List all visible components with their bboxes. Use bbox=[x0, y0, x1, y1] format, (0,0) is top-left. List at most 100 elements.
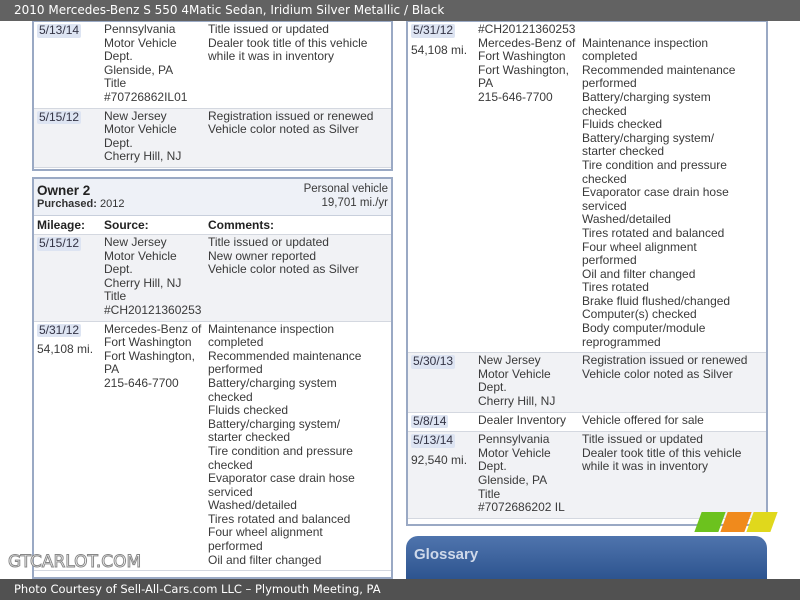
record-comments-line: Vehicle offered for sale bbox=[582, 412, 704, 427]
record-comments-line: checked bbox=[208, 389, 253, 404]
record-comments-line bbox=[582, 23, 766, 37]
header-comments: Comments: bbox=[208, 218, 275, 232]
record-date-mileage: 5/31/12 54,108 mi. bbox=[408, 23, 478, 349]
record-date-mileage: 5/15/12 bbox=[34, 236, 104, 318]
record-comments-line: performed bbox=[208, 362, 263, 377]
record-comments-line: Title issued or updated bbox=[582, 432, 703, 447]
record-date: 5/15/12 bbox=[37, 109, 82, 125]
record-source: Dealer Inventory bbox=[478, 412, 582, 429]
record-source-line: #CH20121360253 bbox=[104, 302, 202, 317]
glossary-header[interactable]: Glossary bbox=[406, 536, 767, 579]
record-comments-line: Brake fluid flushed/changed bbox=[582, 293, 731, 308]
record-comments-line: Body computer/module bbox=[582, 321, 706, 336]
record-comments-line: Vehicle color noted as Silver bbox=[582, 366, 733, 381]
record-source-line: Motor Vehicle bbox=[104, 122, 177, 137]
owner2-history-panel: Owner 2 Purchased: 2012 Personal vehicle… bbox=[32, 177, 393, 579]
record-date: 5/31/12 bbox=[37, 322, 82, 338]
record-source-line: Title bbox=[104, 289, 127, 304]
owner1-history-panel: 5/13/14 Pennsylvania Motor Vehicle Dept. Gle… bbox=[32, 21, 393, 171]
record-source-line: 215-646-7700 bbox=[104, 375, 179, 390]
record-source-line: Glenside, PA bbox=[478, 473, 548, 487]
purchased-label: Purchased: bbox=[37, 198, 97, 210]
record-comments-line: Fluids checked bbox=[208, 403, 289, 418]
column-headers: Mileage: Source: Comments: bbox=[34, 216, 391, 235]
record-source-line: Glenside, PA bbox=[104, 62, 174, 77]
record-comments-line: Fluids checked bbox=[582, 117, 663, 132]
record-comments-line: Dealer took title of this vehicle bbox=[208, 35, 368, 50]
record-source-line: New Jersey bbox=[104, 108, 167, 123]
record-comments: Title issued or updated New owner reporte… bbox=[208, 235, 391, 318]
record-comments-line: Four wheel alignment bbox=[582, 239, 697, 254]
record-comments-line: Maintenance inspection bbox=[208, 321, 335, 336]
right-records: 5/31/12 54,108 mi. #CH20121360253 Mercedes-… bbox=[408, 22, 766, 519]
record-comments: Maintenance inspection completed Recommend… bbox=[208, 321, 391, 568]
record-comments-line: Maintenance inspection bbox=[582, 35, 709, 50]
record-date-mileage: 5/13/14 92,540 mi. bbox=[408, 433, 478, 515]
history-record: 5/31/12 54,108 mi. #CH20121360253 Mercedes-… bbox=[408, 22, 766, 354]
record-source-line: New Jersey bbox=[478, 353, 541, 368]
usage-type: Personal vehicle bbox=[303, 183, 388, 195]
record-comments-line: performed bbox=[582, 253, 637, 268]
record-source-line: Dept. bbox=[104, 49, 133, 64]
history-record: 5/13/14 92,540 mi. Pennsylvania Motor Vehic… bbox=[408, 432, 766, 519]
record-comments: Vehicle offered for sale bbox=[582, 412, 766, 429]
record-date-mileage: 5/30/13 bbox=[408, 354, 478, 408]
gtcarlot-watermark: GTCARLOT.COM bbox=[7, 552, 142, 573]
record-source-line: New Jersey bbox=[104, 235, 167, 249]
purchased-year: 2012 bbox=[99, 198, 125, 210]
record-comments-line: Registration issued or renewed bbox=[582, 353, 748, 368]
record-comments-line: while it was in inventory bbox=[208, 49, 335, 64]
record-comments-line: Four wheel alignment bbox=[208, 525, 323, 540]
record-date-mileage: 5/15/12 bbox=[34, 110, 104, 164]
record-date: 5/15/12 bbox=[37, 236, 82, 251]
record-source-line: Pennsylvania bbox=[478, 432, 550, 447]
record-source-line: Dept. bbox=[104, 135, 133, 150]
record-source-line: Fort Washington, bbox=[104, 348, 195, 363]
record-date-mileage: 5/31/12 54,108 mi. bbox=[34, 323, 104, 568]
record-source-line: Mercedes-Benz of bbox=[104, 321, 202, 336]
record-comments-line: reprogrammed bbox=[582, 334, 661, 349]
record-source-line: PA bbox=[478, 76, 494, 91]
record-source-line: Cherry Hill, NJ bbox=[104, 275, 182, 290]
record-comments-line: New owner reported bbox=[208, 248, 317, 263]
record-date: 5/13/14 bbox=[411, 433, 456, 448]
record-comments: Title issued or updated Dealer took title… bbox=[582, 433, 766, 515]
record-source-line: Title bbox=[104, 76, 127, 91]
owner-usage: Personal vehicle 19,701 mi./yr bbox=[304, 182, 388, 210]
record-comments-line: Dealer took title of this vehicle bbox=[582, 445, 742, 460]
record-comments-line: Vehicle color noted as Silver bbox=[208, 262, 359, 277]
record-comments-line: Tire condition and pressure bbox=[582, 157, 727, 172]
record-source-line: Cherry Hill, NJ bbox=[478, 394, 556, 409]
record-comments-line: Computer(s) checked bbox=[582, 307, 697, 322]
record-source: New Jersey Motor Vehicle Dept. Cherry Hill,… bbox=[104, 108, 208, 164]
record-source: #CH20121360253 Mercedes-Benz of Fort Washi… bbox=[478, 22, 582, 349]
photo-credit-bar: Photo Courtesy of Sell-All-Cars.com LLC … bbox=[0, 579, 800, 600]
history-record: 5/13/14 Pennsylvania Motor Vehicle Dept. Gle… bbox=[34, 22, 391, 109]
record-comments-line: Battery/charging system bbox=[582, 89, 711, 104]
record-source: Pennsylvania Motor Vehicle Dept. Glenside, … bbox=[104, 22, 208, 105]
record-comments-line: Tires rotated and balanced bbox=[208, 511, 351, 526]
record-comments-line: performed bbox=[208, 539, 263, 554]
record-comments-line: Washed/detailed bbox=[208, 498, 297, 513]
header-source: Source: bbox=[104, 218, 149, 232]
history-record: 5/8/14 Dealer Inventory Vehicle offered fo… bbox=[408, 413, 766, 433]
record-source-line: Fort Washington bbox=[104, 335, 192, 350]
record-comments-line: performed bbox=[582, 76, 637, 91]
record-source: Mercedes-Benz of Fort Washington Fort Wash… bbox=[104, 321, 208, 568]
record-source: New Jersey Motor Vehicle Dept. Cherry Hill,… bbox=[104, 235, 208, 318]
record-date: 5/13/14 bbox=[37, 23, 82, 38]
record-comments-line: Recommended maintenance bbox=[582, 62, 736, 77]
record-comments-line: Tire condition and pressure bbox=[208, 443, 353, 458]
record-source-line: Title bbox=[478, 486, 501, 501]
record-comments-line: Title issued or updated bbox=[208, 235, 329, 249]
record-source-line: Dealer Inventory bbox=[478, 412, 567, 427]
record-date-mileage: 5/13/14 bbox=[34, 23, 104, 105]
record-source-line: 215-646-7700 bbox=[478, 89, 553, 104]
record-comments-line: checked bbox=[208, 457, 253, 472]
record-comments-line: checked bbox=[582, 103, 627, 118]
record-comments-line: serviced bbox=[582, 198, 627, 213]
record-source-line: Fort Washington, bbox=[478, 62, 569, 77]
record-source-line: #CH20121360253 bbox=[478, 22, 576, 36]
record-date: 5/30/13 bbox=[411, 354, 456, 369]
record-source-line: Fort Washington bbox=[478, 49, 566, 64]
